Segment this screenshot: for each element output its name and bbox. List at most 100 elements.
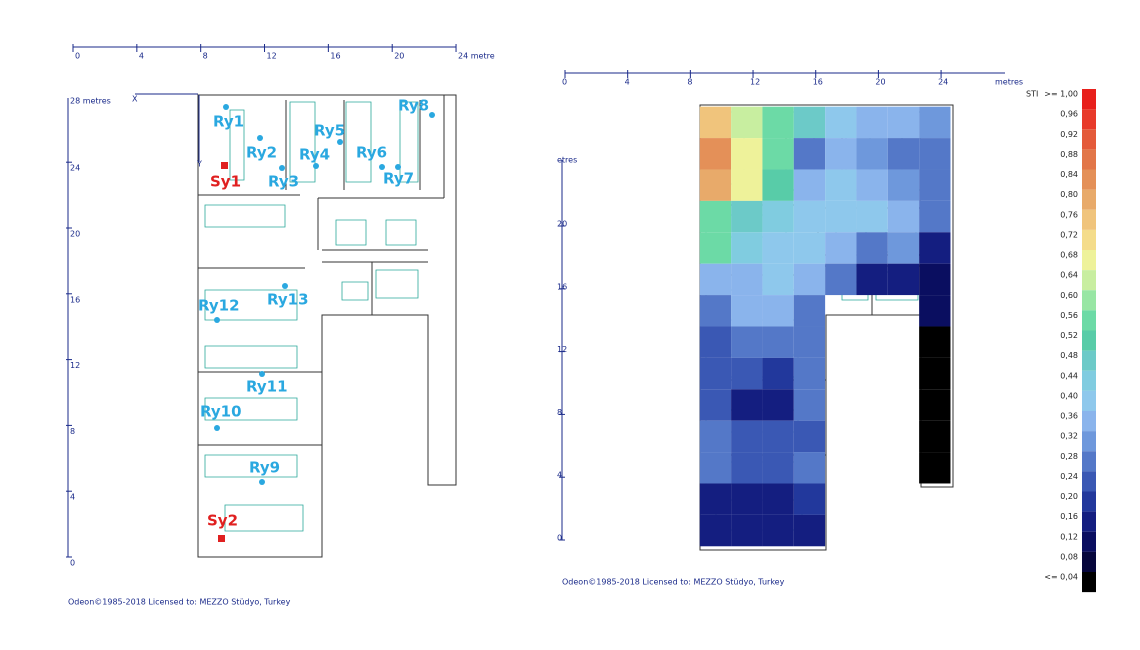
legend-title: STI: [1026, 90, 1038, 99]
legend-label: 0,48: [1060, 351, 1078, 360]
receiver-dot: [214, 317, 220, 323]
legend-swatch: [1082, 129, 1096, 150]
sti-cell: [919, 200, 951, 233]
receiver-dot: [395, 164, 401, 170]
legend-label: 0,08: [1060, 552, 1078, 561]
legend-label: 0,56: [1060, 311, 1078, 320]
legend-swatch: [1082, 370, 1096, 391]
receiver-label: Ry1: [213, 113, 244, 131]
receiver-dot: [259, 371, 265, 377]
sti-cell: [825, 232, 857, 264]
sti-cell: [731, 452, 763, 484]
y-tick-label: 20: [557, 220, 567, 229]
sti-cell: [919, 169, 951, 201]
sti-cell: [887, 200, 920, 233]
sti-cell: [793, 452, 826, 484]
legend-swatch: [1082, 89, 1096, 110]
legend-swatch: [1082, 572, 1096, 593]
receiver-dot: [313, 163, 319, 169]
x-tick-label: 4: [625, 78, 630, 87]
legend-label: 0,92: [1060, 130, 1078, 139]
legend-label: 0,68: [1060, 251, 1078, 260]
footer: Odeon©1985-2018 Licensed to: MEZZO Stüdy…: [68, 598, 291, 607]
x-tick-label: 4: [139, 52, 144, 61]
sti-cell: [731, 263, 763, 296]
sti-cell: [731, 326, 763, 358]
legend-label: 0,28: [1060, 452, 1078, 461]
x-tick-label: 0: [562, 78, 567, 87]
x-tick-label: 20: [394, 52, 404, 61]
sti-cell: [856, 200, 888, 233]
sti-cell: [793, 420, 826, 453]
sti-cell: [919, 326, 951, 358]
left-walls: [197, 94, 457, 558]
legend-swatch: [1082, 531, 1096, 552]
x-tick-label: 24: [938, 78, 948, 87]
receiver-dot: [282, 283, 288, 289]
sti-cell: [731, 295, 763, 327]
source-label: Sy1: [210, 173, 241, 191]
sti-cell: [919, 295, 951, 327]
sti-cell: [762, 357, 794, 390]
legend-swatch: [1082, 109, 1096, 130]
sti-cell: [825, 263, 857, 296]
y-tick-label: 20: [70, 230, 80, 239]
legend-swatch: [1082, 390, 1096, 411]
sti-cell: [699, 326, 732, 358]
sti-cell: [919, 138, 951, 170]
legend-swatch: [1082, 471, 1096, 492]
sti-cell: [699, 200, 732, 233]
sti-cell: [793, 232, 826, 264]
sti-cell: [762, 452, 794, 484]
y-tick-label: 8: [557, 408, 562, 417]
sti-cell: [699, 295, 732, 327]
y-tick-label: 8: [70, 427, 75, 436]
sti-cell: [762, 295, 794, 327]
x-tick-label: 20: [875, 78, 885, 87]
receiver-dot: [259, 479, 265, 485]
sti-cell: [919, 232, 951, 264]
x-end-label: metres: [995, 78, 1023, 87]
legend-swatch: [1082, 189, 1096, 210]
sti-cell: [731, 420, 763, 453]
sti-cell: [731, 483, 763, 515]
receiver-label: Ry7: [383, 170, 414, 188]
sti-cell: [887, 138, 920, 170]
x-end-label: 24 metre: [458, 52, 495, 61]
legend-swatch: [1082, 290, 1096, 311]
sti-cell: [793, 295, 826, 327]
sti-cell: [762, 200, 794, 233]
y-tick-label: 0: [70, 559, 75, 568]
sti-cell: [793, 106, 826, 139]
legend-label: >= 1,00: [1044, 90, 1078, 99]
sti-cell: [919, 106, 951, 139]
legend-swatch: [1082, 411, 1096, 432]
sti-cell: [919, 357, 951, 390]
sti-cell: [699, 232, 732, 264]
receiver-label: Ry12: [198, 297, 240, 315]
legend-swatch: [1082, 310, 1096, 331]
receiver-label: Ry11: [246, 378, 288, 396]
sti-cell: [731, 232, 763, 264]
x-tick-label: 16: [330, 52, 340, 61]
legend-label: 0,32: [1060, 432, 1078, 441]
legend-swatch: [1082, 511, 1096, 532]
legend-label: 0,80: [1060, 190, 1078, 199]
legend-label: <= 0,04: [1044, 573, 1078, 582]
x-tick-label: 12: [267, 52, 277, 61]
receiver-dot: [337, 139, 343, 145]
y-end-label: etres: [557, 156, 577, 165]
legend-label: 0,44: [1060, 371, 1078, 380]
legend-label: 0,12: [1060, 532, 1078, 541]
receiver-label: Ry9: [249, 459, 280, 477]
legend-label: 0,24: [1060, 472, 1078, 481]
legend-swatch: [1082, 551, 1096, 572]
sti-cell: [856, 169, 888, 201]
x-tick-label: 8: [687, 78, 692, 87]
legend-swatch: [1082, 270, 1096, 291]
receiver-dot: [223, 104, 229, 110]
legend-swatch: [1082, 330, 1096, 351]
sti-cell: [793, 514, 826, 547]
receiver-label: Ry3: [268, 173, 299, 191]
sti-cell: [793, 326, 826, 358]
